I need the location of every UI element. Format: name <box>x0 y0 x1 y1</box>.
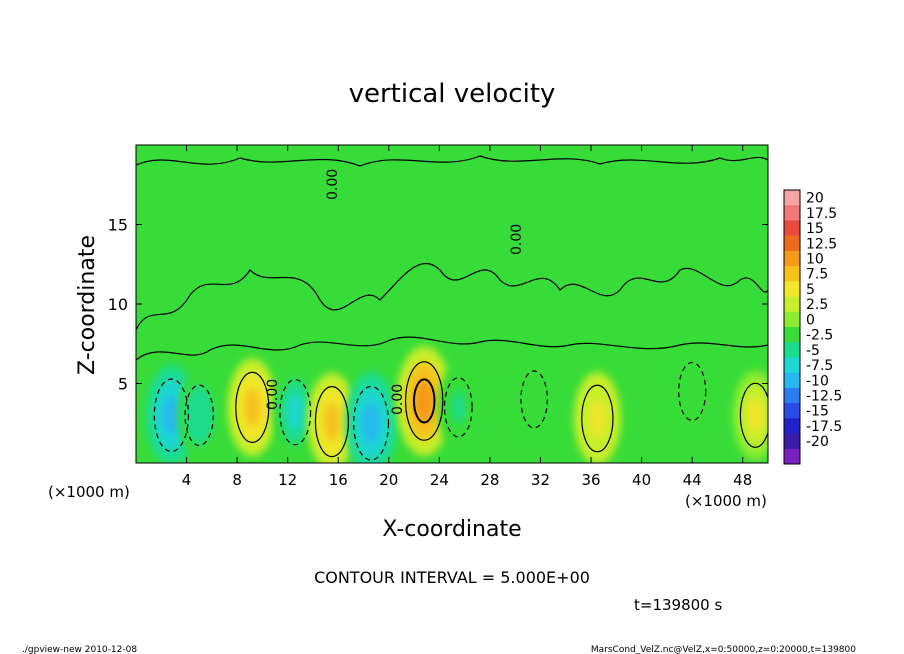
colorbar-label: -12.5 <box>806 389 842 405</box>
colorbar-swatch <box>784 296 800 313</box>
colorbar-label: -5 <box>806 343 820 359</box>
y-tick-label: 10 <box>108 295 128 314</box>
contour-line-low <box>136 336 768 361</box>
contour-loop <box>353 385 390 461</box>
y-axis-label: Z-coordinate <box>75 235 100 375</box>
y-tick-label: 5 <box>118 375 128 394</box>
contour-loop <box>153 378 190 453</box>
colorbar-label: 17.5 <box>806 206 837 222</box>
colorbar-swatch <box>784 372 800 389</box>
contour-loop <box>314 386 350 458</box>
colorbar-label: -20 <box>806 434 829 450</box>
time-label: t=139800 s <box>634 596 722 614</box>
colorbar-label: -7.5 <box>806 358 833 374</box>
field-core <box>192 398 207 432</box>
x-tick-label: 40 <box>632 471 651 489</box>
colorbar-frame <box>783 189 801 465</box>
field-core <box>414 379 434 423</box>
y-axis: 5 10 15 <box>108 216 768 394</box>
field-core <box>362 403 380 444</box>
contour-label-3: 0.00 <box>265 379 281 410</box>
contour-loop <box>443 377 473 438</box>
contour-line-upper <box>136 155 768 167</box>
colorbar-swatch <box>784 433 800 450</box>
contour-loop <box>235 371 270 443</box>
field-core <box>451 391 466 424</box>
x-tick-label: 48 <box>733 471 752 489</box>
colorbar-swatch <box>784 448 800 465</box>
colorbar-label: 20 <box>806 191 824 207</box>
colorbar-label: 2.5 <box>806 297 828 313</box>
colorbar-swatch <box>784 387 800 404</box>
colorbar-label: 12.5 <box>806 236 837 252</box>
x-tick-label: 32 <box>531 471 550 489</box>
colorbar-swatch <box>784 342 800 358</box>
colorbar-swatch <box>784 281 800 298</box>
colorbar-swatch <box>784 403 800 419</box>
field-core <box>244 388 261 427</box>
x-tick-label: 28 <box>480 471 499 489</box>
contour-loops <box>153 361 768 461</box>
field-core <box>685 375 699 408</box>
footer-left: ./gpview-new 2010-12-08 <box>22 645 137 654</box>
contour-loop <box>520 370 548 429</box>
colorbar-swatch <box>784 220 800 237</box>
colorbar-swatch <box>784 418 800 435</box>
field-core <box>323 402 341 441</box>
colorbar-swatch <box>784 235 800 252</box>
x-tick-label: 24 <box>430 471 449 489</box>
contour-interval-label: CONTOUR INTERVAL = 5.000E+00 <box>314 568 590 587</box>
x-tick-label: 20 <box>379 471 398 489</box>
colorbar-swatch <box>784 250 800 267</box>
contour-loop <box>184 384 214 447</box>
contour-loop-inner <box>412 378 436 424</box>
colorbar-label: 5 <box>806 282 815 298</box>
colorbar: 2017.51512.5107.552.50-2.5-5-7.5-10-12.5… <box>783 189 842 465</box>
x-unit-label-left: (×1000 m) <box>48 483 130 501</box>
x-tick-label: 8 <box>232 471 242 489</box>
field-core <box>527 383 541 416</box>
colorbar-swatch <box>784 205 800 221</box>
contour-line-mid <box>136 262 768 331</box>
colorbar-label: -2.5 <box>806 328 833 344</box>
contour-label-4: 0.00 <box>390 384 406 415</box>
contour-loop <box>581 384 614 453</box>
contour-label-1: 0.00 <box>325 169 341 200</box>
colorbar-swatch <box>784 327 800 343</box>
x-tick-label: 16 <box>329 471 348 489</box>
colorbar-label: 10 <box>806 252 824 268</box>
colorbar-swatch <box>784 190 800 206</box>
colorbar-label: 0 <box>806 312 815 328</box>
x-axis: 4 8 12 16 20 24 28 32 36 40 44 48 <box>182 145 752 489</box>
contour-label-2: 0.00 <box>509 224 525 255</box>
contour-lines <box>136 155 768 361</box>
colorbar-swatch <box>784 311 800 328</box>
chart-title: vertical velocity <box>349 79 556 109</box>
colorbar-label: -10 <box>806 373 829 389</box>
field-core <box>747 397 763 433</box>
colorbar-label: 15 <box>806 221 824 237</box>
x-tick-label: 44 <box>683 471 702 489</box>
field-core <box>287 394 303 431</box>
colorbar-swatch <box>784 357 800 374</box>
colorbar-label: -17.5 <box>806 419 842 435</box>
colorbar-label: -15 <box>806 404 829 420</box>
colorbar-swatch <box>784 266 800 282</box>
y-tick-label: 15 <box>108 216 128 235</box>
field-core <box>162 395 180 436</box>
x-unit-label-right: (×1000 m) <box>685 492 767 510</box>
contour-loop <box>404 361 444 441</box>
contour-loop <box>279 378 312 446</box>
x-tick-label: 4 <box>182 471 192 489</box>
contour-loop <box>678 361 707 422</box>
x-tick-label: 12 <box>278 471 297 489</box>
field-core <box>589 400 606 437</box>
x-axis-label: X-coordinate <box>382 517 521 542</box>
x-tick-label: 36 <box>581 471 600 489</box>
contour-loop <box>739 382 768 448</box>
colorbar-label: 7.5 <box>806 267 828 283</box>
footer-right: MarsCond_VelZ.nc@VelZ,x=0:50000,z=0:2000… <box>591 645 856 654</box>
